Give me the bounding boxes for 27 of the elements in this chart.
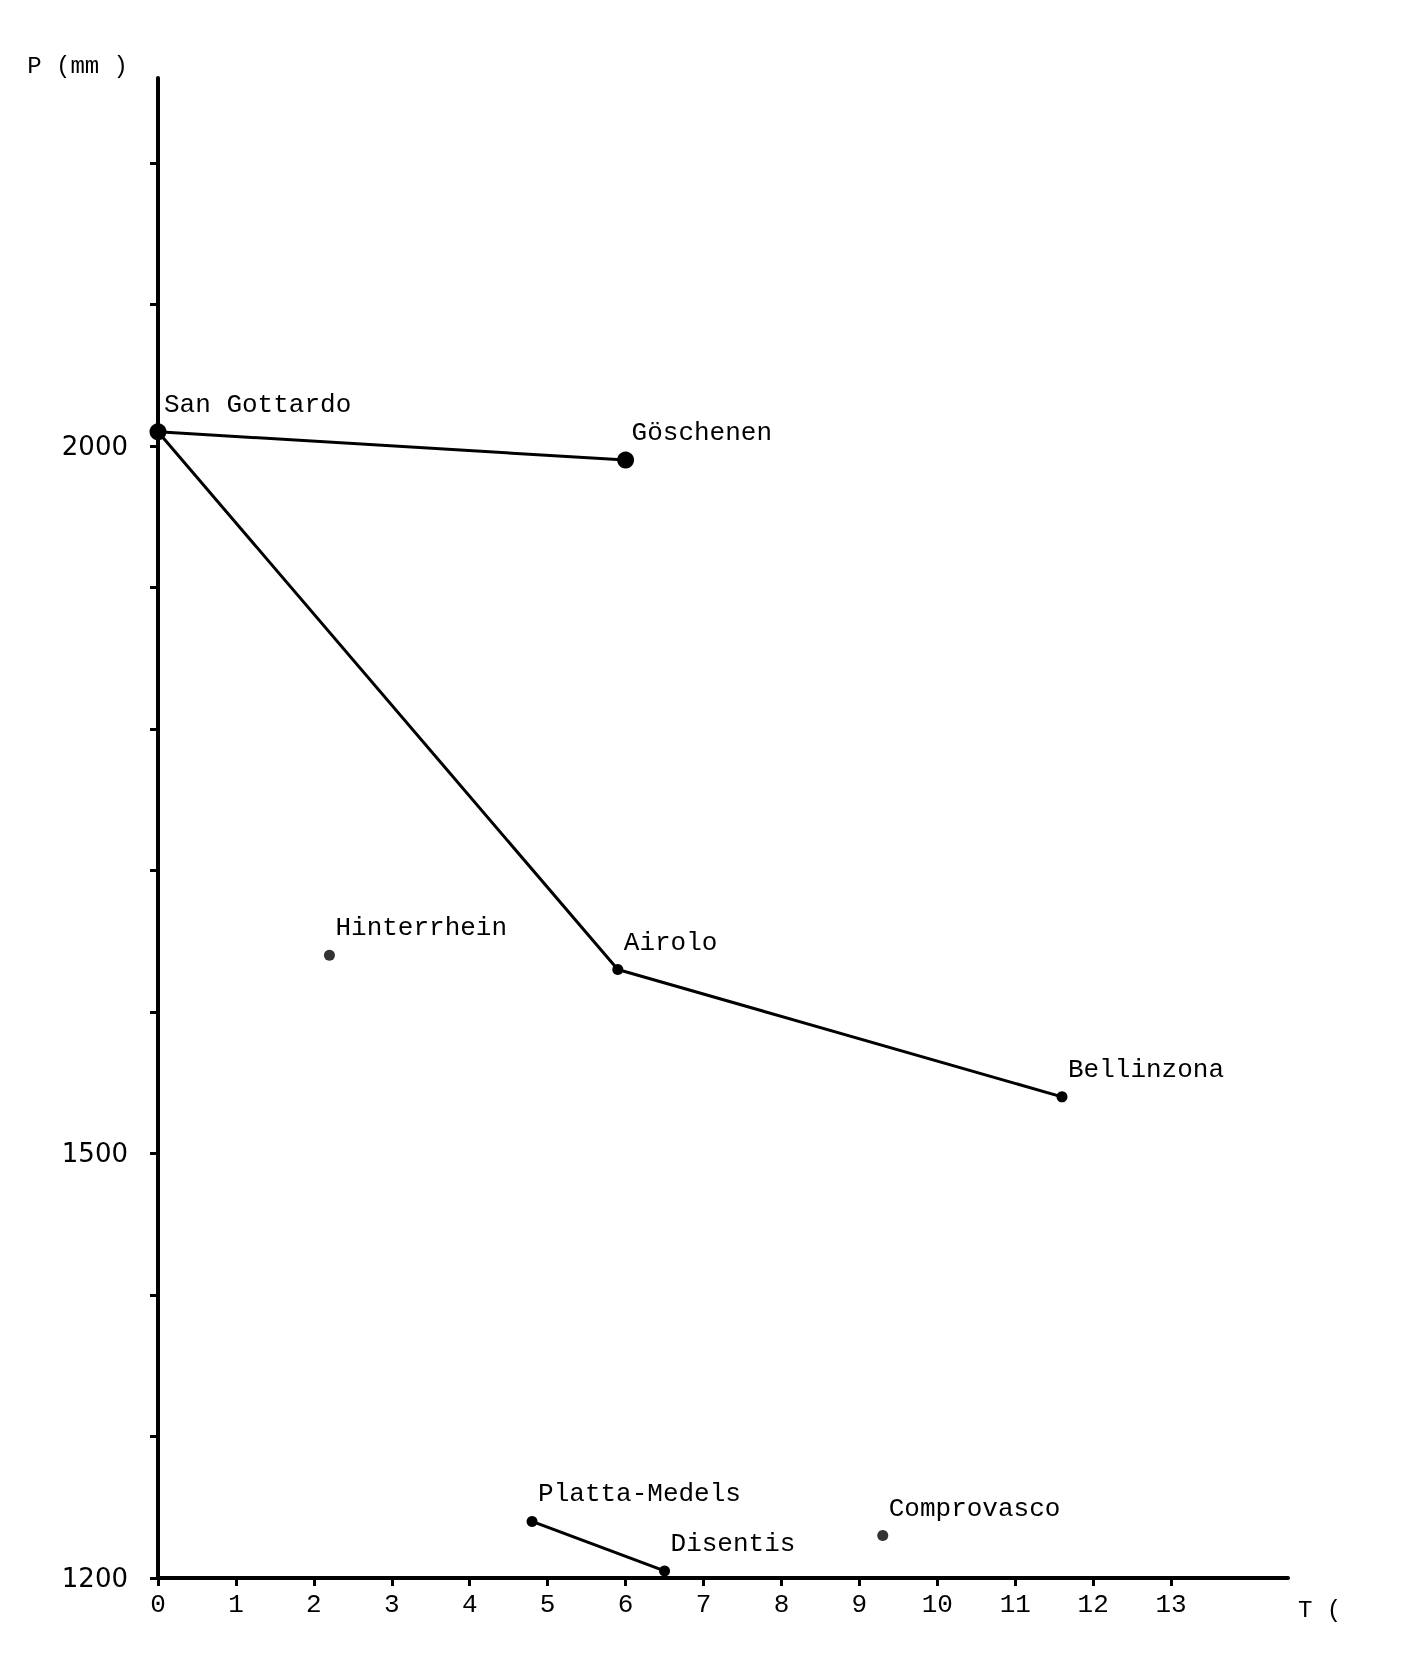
y-tick-label: 1500 [61,1138,128,1169]
x-tick-label: 0 [150,1590,166,1620]
x-tick-label: 7 [695,1590,712,1620]
annotation: Göschenen [631,418,773,449]
annotation: Disentis [670,1528,796,1559]
x-tick-label: 8 [773,1590,790,1620]
x-tick-label: 6 [617,1590,634,1620]
x-tick-label: 5 [539,1590,556,1620]
annotation: Hinterrhein [335,913,508,944]
y-axis-title: P (mm ) [27,52,128,80]
x-tick-label: 11 [999,1590,1031,1620]
x-tick-label: 10 [921,1590,953,1620]
x-tick-label: 12 [1077,1590,1109,1620]
annotation: San Gottardo [164,389,352,420]
x-tick-label: 9 [851,1590,868,1620]
annotation: Platta-Medels [538,1479,741,1510]
x-axis-title: T ( [1298,1596,1342,1624]
annotation: Airolo [623,927,718,958]
x-tick-label: 3 [383,1590,400,1620]
x-tick-label: 4 [461,1590,478,1620]
y-tick-label: 2000 [61,430,128,461]
annotation: Comprovasco [888,1493,1061,1524]
x-tick-label: 1 [228,1590,244,1620]
y-tick-label: 1200 [61,1563,128,1593]
x-tick-label: 2 [306,1590,322,1620]
x-tick-label: 13 [1155,1590,1187,1620]
annotation: Bellinzona [1068,1054,1225,1085]
